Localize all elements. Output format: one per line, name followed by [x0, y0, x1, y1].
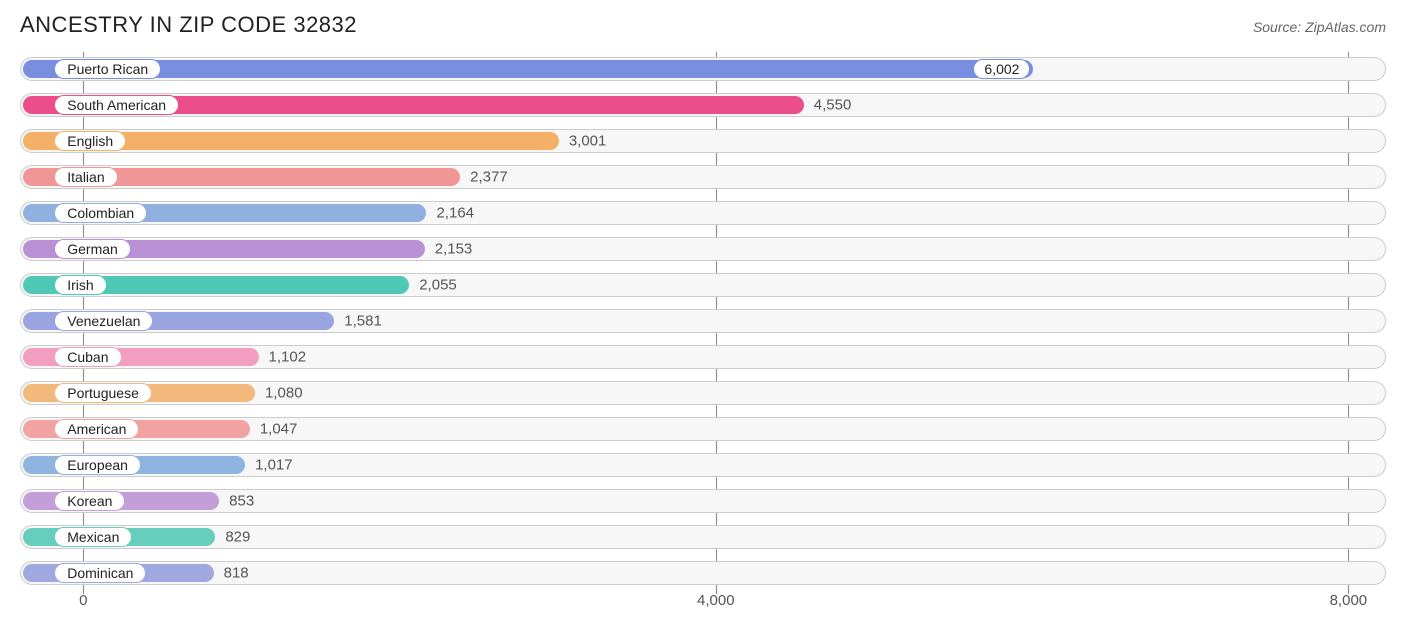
- bar-track: German 2,153: [20, 237, 1386, 261]
- table-row: Colombian 2,164: [20, 196, 1386, 230]
- tick-label: 4,000: [697, 592, 735, 609]
- table-row: American 1,047: [20, 412, 1386, 446]
- bar-track: Puerto Rican 6,002: [20, 57, 1386, 81]
- tick-label: 8,000: [1330, 592, 1368, 609]
- x-axis: 0 4,000 8,000: [20, 592, 1380, 614]
- table-row: Cuban 1,102: [20, 340, 1386, 374]
- bar-track: South American 4,550: [20, 93, 1386, 117]
- table-row: Venezuelan 1,581: [20, 304, 1386, 338]
- category-label: American: [54, 419, 139, 439]
- category-label: Portuguese: [54, 383, 152, 403]
- category-label: English: [54, 131, 126, 151]
- bar-track: Venezuelan 1,581: [20, 309, 1386, 333]
- value-label: 2,164: [436, 205, 474, 222]
- category-label: Italian: [54, 167, 117, 187]
- table-row: Irish 2,055: [20, 268, 1386, 302]
- value-label: 1,581: [344, 313, 382, 330]
- value-label: 1,017: [255, 457, 293, 474]
- category-label: Mexican: [54, 527, 132, 547]
- table-row: German 2,153: [20, 232, 1386, 266]
- value-label: 853: [229, 493, 254, 510]
- category-label: Irish: [54, 275, 106, 295]
- bar-track: Korean 853: [20, 489, 1386, 513]
- category-label: Puerto Rican: [54, 59, 161, 79]
- category-label: Dominican: [54, 563, 146, 583]
- value-label: 2,055: [419, 277, 457, 294]
- value-label: 3,001: [569, 133, 607, 150]
- category-label: Cuban: [54, 347, 121, 367]
- ancestry-bar-chart: Puerto Rican 6,002 South American 4,550 Engl…: [20, 52, 1386, 614]
- category-label: European: [54, 455, 141, 475]
- chart-source: Source: ZipAtlas.com: [1253, 19, 1386, 35]
- bar-track: English 3,001: [20, 129, 1386, 153]
- category-label: Colombian: [54, 203, 147, 223]
- category-label: German: [54, 239, 131, 259]
- bar: [23, 60, 1033, 78]
- value-label: 1,047: [260, 421, 298, 438]
- value-label: 818: [224, 565, 249, 582]
- bar-track: Irish 2,055: [20, 273, 1386, 297]
- category-label: Korean: [54, 491, 125, 511]
- bar-track: Mexican 829: [20, 525, 1386, 549]
- category-label: Venezuelan: [54, 311, 153, 331]
- value-label: 2,153: [435, 241, 473, 258]
- category-label: South American: [54, 95, 179, 115]
- value-label: 6,002: [973, 59, 1030, 79]
- table-row: European 1,017: [20, 448, 1386, 482]
- bar-track: American 1,047: [20, 417, 1386, 441]
- chart-title: ANCESTRY IN ZIP CODE 32832: [20, 12, 357, 38]
- bar-track: Cuban 1,102: [20, 345, 1386, 369]
- value-label: 2,377: [470, 169, 508, 186]
- table-row: English 3,001: [20, 124, 1386, 158]
- bar-track: Portuguese 1,080: [20, 381, 1386, 405]
- value-label: 4,550: [814, 97, 852, 114]
- table-row: Puerto Rican 6,002: [20, 52, 1386, 86]
- table-row: Portuguese 1,080: [20, 376, 1386, 410]
- table-row: Korean 853: [20, 484, 1386, 518]
- table-row: Dominican 818: [20, 556, 1386, 590]
- bar-track: Colombian 2,164: [20, 201, 1386, 225]
- bar-track: European 1,017: [20, 453, 1386, 477]
- value-label: 1,080: [265, 385, 303, 402]
- value-label: 1,102: [269, 349, 307, 366]
- table-row: South American 4,550: [20, 88, 1386, 122]
- value-label: 829: [225, 529, 250, 546]
- tick-label: 0: [79, 592, 87, 609]
- bar-track: Italian 2,377: [20, 165, 1386, 189]
- bar-track: Dominican 818: [20, 561, 1386, 585]
- table-row: Mexican 829: [20, 520, 1386, 554]
- table-row: Italian 2,377: [20, 160, 1386, 194]
